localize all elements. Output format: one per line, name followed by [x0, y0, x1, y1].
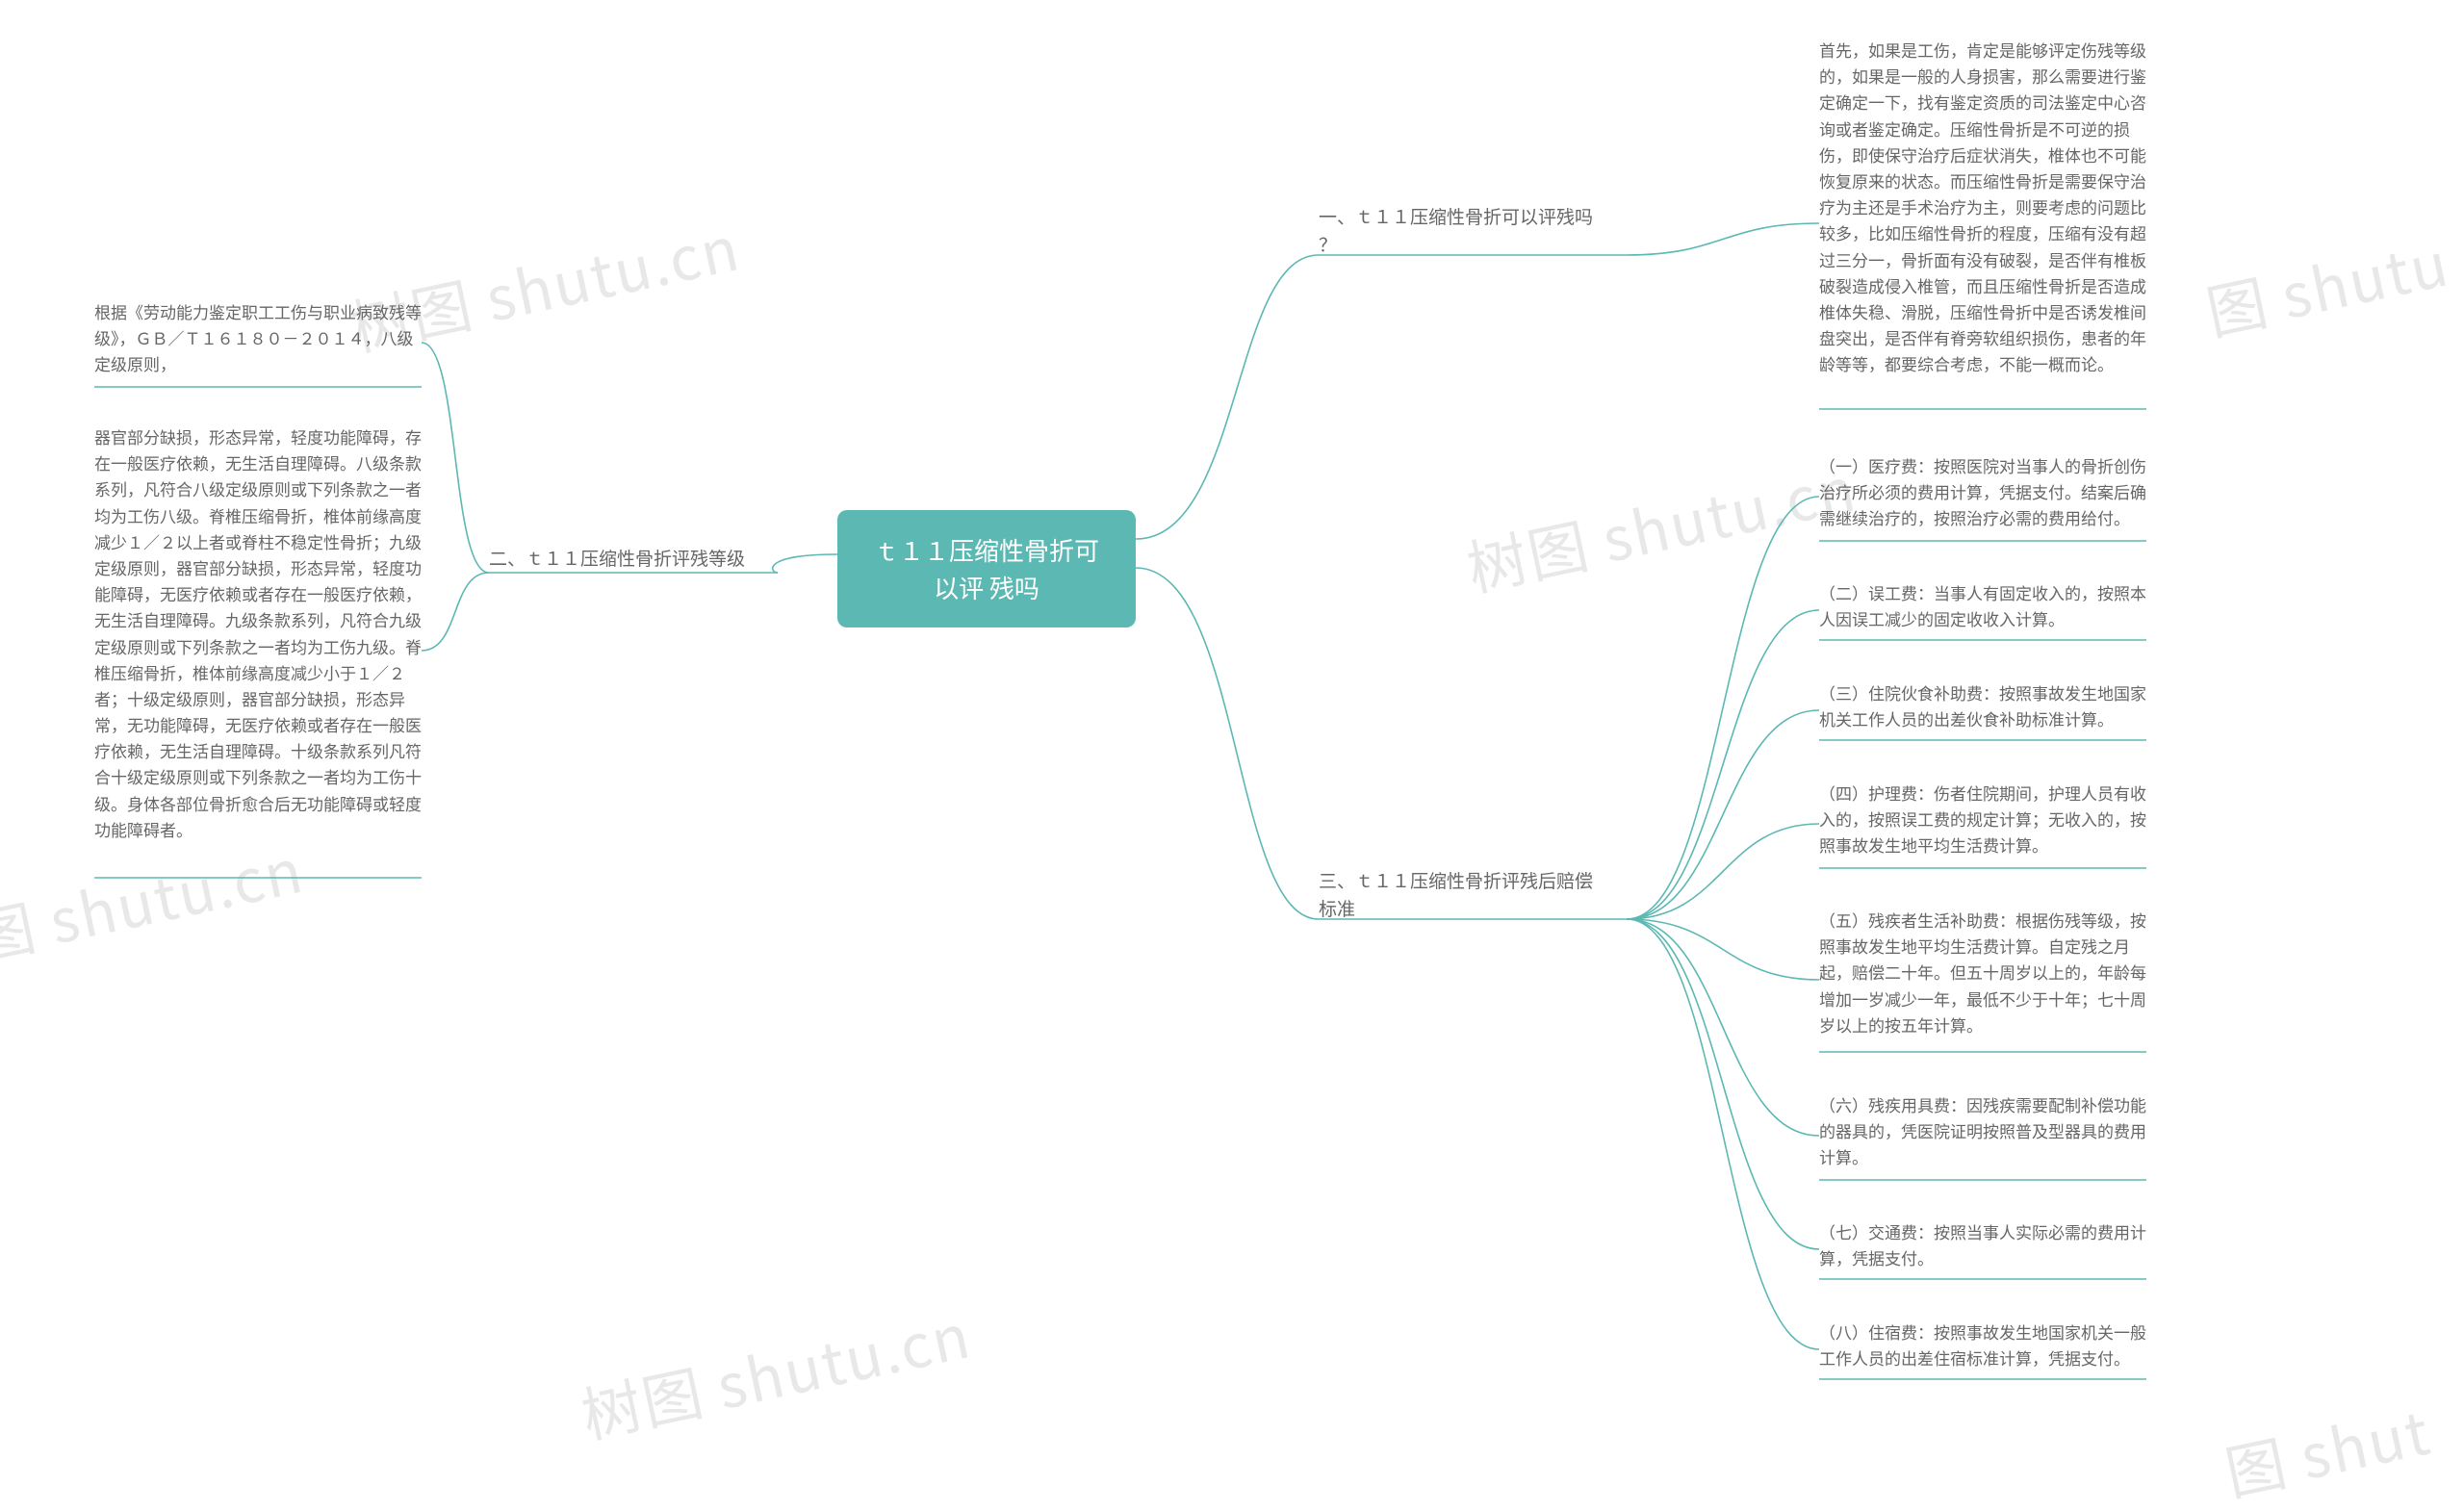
leaf-l2-0[interactable]: 根据《劳动能力鉴定职工工伤与职业病致残等级》，ＧＢ／Ｔ１６１８０－２０１４，八级…: [94, 298, 422, 377]
leaf-r3-2[interactable]: （三）住院伙食补助费：按照事故发生地国家机关工作人员的出差伙食补助标准计算。: [1819, 679, 2146, 731]
watermark: 树图 shutu.cn: [573, 1288, 978, 1454]
leaf-r1-0[interactable]: 首先，如果是工伤，肯定是能够评定伤残等级的，如果是一般的人身损害，那么需要进行鉴…: [1819, 37, 2146, 376]
watermark: 树图 shutu.cn: [1458, 441, 1863, 607]
leaf-r3-4[interactable]: （五）残疾者生活补助费：根据伤残等级，按照事故发生地平均生活费计算。自定残之月起…: [1819, 907, 2146, 1037]
branch-r1[interactable]: 一、ｔ１１压缩性骨折可以评残吗 ？: [1319, 202, 1627, 259]
center-topic[interactable]: ｔ１１压缩性骨折可以评 残吗: [837, 510, 1136, 627]
leaf-r3-3[interactable]: （四）护理费：伤者住院期间，护理人员有收入的，按照误工费的规定计算；无收入的，按…: [1819, 780, 2146, 858]
watermark: 图 shutu.cn: [0, 823, 311, 977]
leaf-r3-1[interactable]: （二）误工费：当事人有固定收入的，按照本人因误工减少的固定收收入计算。: [1819, 579, 2146, 631]
leaf-r3-7[interactable]: （八）住宿费：按照事故发生地国家机关一般工作人员的出差住宿标准计算，凭据支付。: [1819, 1319, 2146, 1370]
mindmap-canvas: { "dimensions": { "width": 2560, "height…: [0, 0, 2464, 1511]
leaf-r3-6[interactable]: （七）交通费：按照当事人实际必需的费用计算，凭据支付。: [1819, 1218, 2146, 1270]
leaf-r3-0[interactable]: （一）医疗费：按照医院对当事人的骨折创伤治疗所必须的费用计算，凭据支付。结案后确…: [1819, 452, 2146, 531]
branch-l2[interactable]: 二、ｔ１１压缩性骨折评残等级: [489, 544, 778, 572]
watermark: 图 shutu: [2197, 216, 2455, 351]
leaf-l2-1[interactable]: 器官部分缺损，形态异常，轻度功能障碍，存在一般医疗依赖，无生活自理障碍。八级条款…: [94, 423, 422, 842]
branch-r3[interactable]: 三、ｔ１１压缩性骨折评残后赔偿 标准: [1319, 866, 1627, 923]
watermark: 图 shut: [2217, 1385, 2438, 1511]
leaf-r3-5[interactable]: （六）残疾用具费：因残疾需要配制补偿功能的器具的，凭医院证明按照普及型器具的费用…: [1819, 1091, 2146, 1170]
